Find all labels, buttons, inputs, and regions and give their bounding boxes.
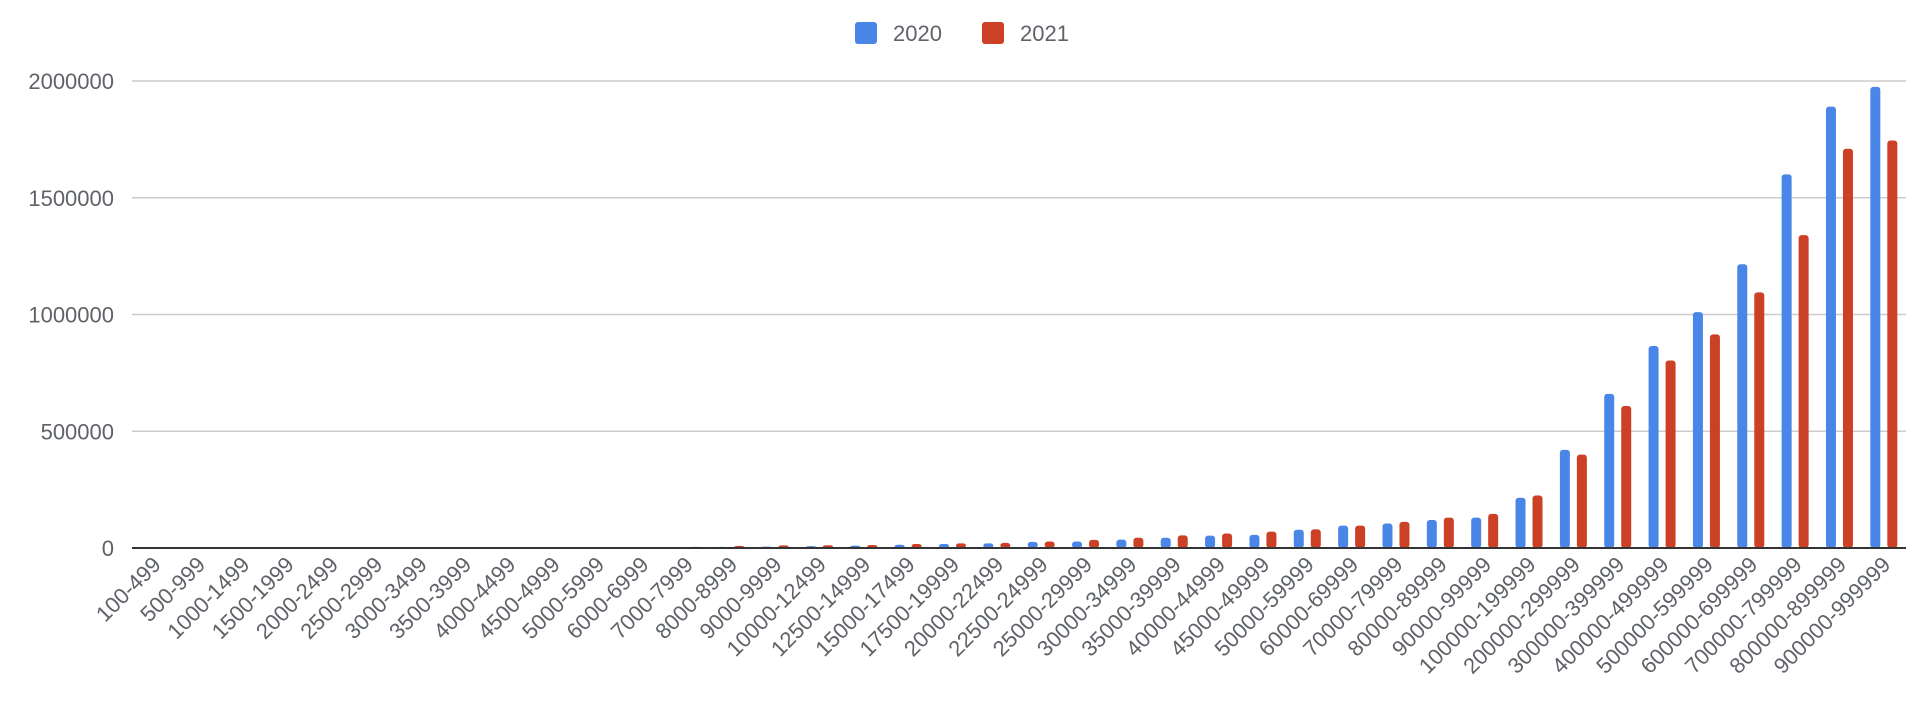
legend-swatch-2021 [982, 22, 1004, 44]
x-axis-ticks: 100-499500-9991000-14991500-19992000-249… [91, 552, 1895, 679]
bar-2021-30000-34999 [1133, 537, 1144, 548]
bar-2020-50000-59999 [1293, 529, 1304, 548]
y-tick-label: 1000000 [28, 303, 114, 328]
y-axis-ticks: 0 500000 1000000 1500000 2000000 [28, 69, 114, 561]
bar-2020-30000-34999 [1116, 539, 1127, 548]
bar-2021-20000-22499 [1000, 542, 1011, 548]
bar-2021-70000-79999 [1399, 521, 1410, 548]
y-tick-label: 500000 [41, 419, 114, 444]
bar-2021-400000-499999 [1665, 360, 1676, 548]
y-tick-label: 1500000 [28, 186, 114, 211]
legend-swatch-2020 [855, 22, 877, 44]
bar-2021-700000-799999 [1798, 235, 1809, 549]
bar-2021-60000-69999 [1355, 525, 1366, 548]
bar-2020-800000-899999 [1825, 106, 1836, 548]
bar-2021-800000-899999 [1842, 148, 1853, 548]
bar-2021-50000-59999 [1310, 529, 1321, 548]
bar-2020-90000-99999 [1471, 517, 1482, 548]
bar-2020-60000-69999 [1338, 525, 1349, 548]
bar-2020-500000-599999 [1692, 312, 1703, 548]
bar-2020-70000-79999 [1382, 523, 1393, 548]
bar-2020-600000-699999 [1737, 264, 1748, 548]
bar-2020-900000-999999 [1870, 86, 1881, 549]
bar-2020-20000-22499 [983, 543, 994, 548]
gridlines [132, 80, 1906, 432]
y-tick-label: 2000000 [28, 69, 114, 94]
bar-2020-35000-39999 [1160, 537, 1171, 548]
bar-2021-40000-44999 [1222, 533, 1233, 548]
bar-2020-200000-299999 [1559, 449, 1570, 548]
bar-2021-90000-99999 [1488, 513, 1499, 548]
bar-2020-80000-89999 [1426, 519, 1437, 548]
bar-2020-40000-44999 [1205, 535, 1216, 548]
bar-2021-200000-299999 [1576, 454, 1587, 548]
bar-2020-300000-399999 [1604, 393, 1615, 548]
legend-label-2021: 2021 [1020, 21, 1069, 46]
bar-2021-17500-19999 [955, 543, 966, 548]
y-tick-label: 0 [102, 536, 114, 561]
bar-2021-45000-49999 [1266, 531, 1277, 548]
bar-2021-35000-39999 [1177, 535, 1188, 548]
bar-2020-25000-29999 [1072, 541, 1083, 548]
bar-2021-25000-29999 [1089, 539, 1100, 548]
bar-2020-45000-49999 [1249, 534, 1260, 548]
bar-2021-80000-89999 [1443, 517, 1454, 548]
bar-2021-22500-24999 [1044, 541, 1055, 548]
legend-label-2020: 2020 [893, 21, 942, 46]
bar-2021-100000-199999 [1532, 495, 1543, 548]
bar-2021-500000-599999 [1709, 334, 1720, 548]
bar-2020-700000-799999 [1781, 174, 1792, 548]
legend: 2020 2021 [855, 21, 1069, 46]
bar-2020-400000-499999 [1648, 346, 1659, 548]
bars [132, 86, 1906, 549]
bar-2020-22500-24999 [1027, 541, 1038, 548]
bar-2020-100000-199999 [1515, 497, 1526, 548]
bar-2021-300000-399999 [1621, 406, 1632, 548]
bar-2021-900000-999999 [1887, 140, 1898, 549]
bar-2021-600000-699999 [1754, 292, 1765, 548]
